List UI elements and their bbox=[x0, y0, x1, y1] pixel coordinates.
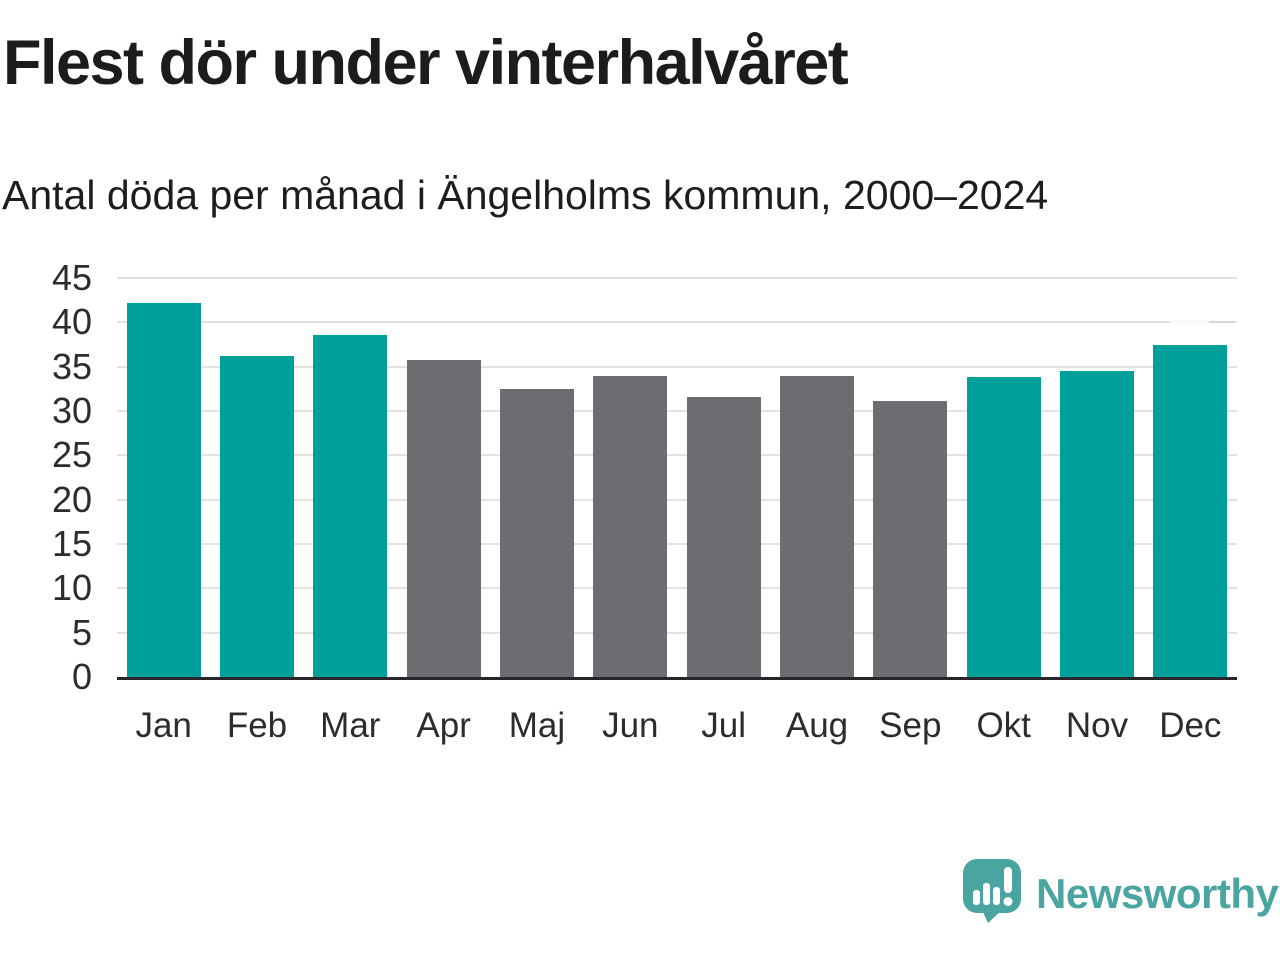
x-axis-label-sep: Sep bbox=[879, 706, 942, 745]
bar-nov bbox=[1060, 371, 1134, 677]
y-axis-tick-label: 10 bbox=[51, 567, 92, 609]
x-axis-label-nov: Nov bbox=[1065, 706, 1129, 745]
x-axis-label-okt: Okt bbox=[976, 706, 1031, 745]
gridline-25 bbox=[117, 454, 1237, 457]
x-axis-label-maj: Maj bbox=[508, 706, 566, 745]
bar-jun bbox=[593, 376, 668, 677]
gridline-10 bbox=[117, 587, 1237, 590]
x-axis-label-apr: Apr bbox=[416, 706, 471, 745]
bar-okt bbox=[966, 377, 1041, 677]
x-axis-label-mar: Mar bbox=[320, 706, 381, 745]
newsworthy-logo: Newsworthy bbox=[961, 858, 1279, 929]
bar-aug bbox=[780, 376, 854, 677]
x-axis-label-jul: Jul bbox=[701, 706, 747, 745]
gridline-45 bbox=[117, 277, 1237, 279]
bar-maj bbox=[500, 388, 574, 677]
gridline-artifact bbox=[1171, 320, 1209, 324]
y-axis-tick-label: 45 bbox=[51, 257, 92, 298]
bar-mar bbox=[313, 334, 388, 677]
chart-subtitle: Antal döda per månad i Ängelholms kommun… bbox=[2, 172, 1049, 218]
newsworthy-logo-text: Newsworthy bbox=[1036, 869, 1279, 917]
gridline-30 bbox=[117, 410, 1237, 412]
bar-apr bbox=[406, 360, 481, 677]
gridline-15 bbox=[117, 543, 1237, 545]
gridline-35 bbox=[117, 365, 1237, 368]
y-axis-tick-label: 15 bbox=[51, 523, 92, 564]
x-axis-label-aug: Aug bbox=[785, 706, 849, 745]
newsworthy-logo-icon bbox=[961, 858, 1023, 929]
bar-jul bbox=[686, 396, 761, 677]
y-axis-tick-label: 25 bbox=[51, 434, 92, 476]
bar-sep bbox=[873, 401, 948, 677]
page-title: Flest dör under vinterhalvåret bbox=[3, 28, 849, 98]
gridline-20 bbox=[117, 498, 1237, 501]
bar-feb bbox=[220, 356, 294, 677]
y-axis-tick-label: 35 bbox=[51, 345, 92, 387]
y-axis-tick-label: 20 bbox=[51, 478, 92, 520]
gridline-5 bbox=[117, 631, 1237, 634]
y-axis-tick-label: 30 bbox=[51, 390, 92, 431]
gridline-artifact bbox=[1209, 321, 1235, 323]
x-axis-line bbox=[117, 677, 1237, 680]
gridline-40 bbox=[117, 321, 1237, 324]
y-axis-tick-label: 0 bbox=[71, 656, 92, 697]
x-axis-label-jun: Jun bbox=[602, 706, 659, 745]
bar-dec bbox=[1153, 344, 1228, 677]
x-axis-label-feb: Feb bbox=[226, 706, 288, 745]
x-axis-label-jan: Jan bbox=[135, 706, 192, 745]
bar-jan bbox=[126, 302, 201, 677]
y-axis-tick-label: 40 bbox=[51, 301, 92, 343]
x-axis-label-dec: Dec bbox=[1159, 706, 1222, 745]
y-axis-tick-label: 5 bbox=[71, 611, 92, 653]
